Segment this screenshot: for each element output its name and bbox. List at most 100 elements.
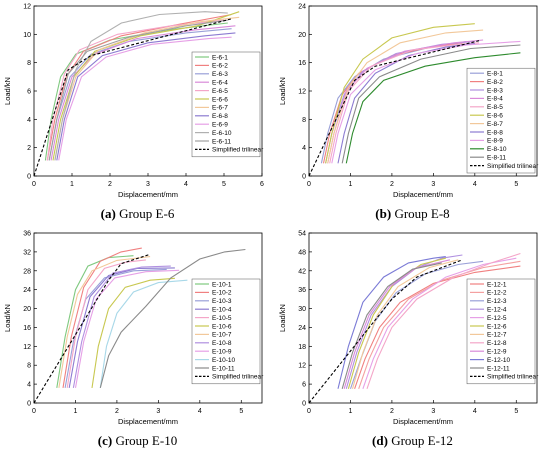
chart-e10: 0 1 2 3 4 504812162024283236Displacement/mmLo… xyxy=(3,231,264,427)
caption-e6: (a) Group E-6 xyxy=(0,206,275,222)
reference-line-simplified-trilinear xyxy=(308,40,480,177)
legend-label: E-8-1 xyxy=(487,71,503,78)
caption-text: Group E-10 xyxy=(112,433,178,448)
x-tick-label: 5 xyxy=(239,408,243,415)
legend-box xyxy=(466,278,536,385)
legend-box xyxy=(191,278,261,385)
x-tick-label: 2 xyxy=(390,181,394,188)
reference-line-simplified-trilinear xyxy=(33,253,151,404)
legend-label: E-6-9 xyxy=(212,122,228,129)
legend: E-6-1 E-6-2E-6-3 E-6-4E-6-5E-6-6 E-6-7E-6-8… xyxy=(191,51,264,158)
x-axis-label: Displacement/mm xyxy=(118,417,178,426)
caption-text: Group E-6 xyxy=(115,206,175,221)
series-line-e-10-3 xyxy=(64,268,167,388)
legend-label: E-6-11 xyxy=(212,138,231,145)
x-tick-label: 2 xyxy=(108,181,112,188)
y-tick-label: 16 xyxy=(23,325,31,332)
series-line-e-12-6 xyxy=(347,257,446,389)
legend: E-12-1 E-12-2E-12-3 E-12-4E-12-5E-12-6 E-12… xyxy=(466,278,539,385)
legend-label: E-12-7 xyxy=(487,332,507,339)
x-tick-label: 6 xyxy=(260,181,264,188)
x-tick-label: 0 xyxy=(32,408,36,415)
y-tick-label: 18 xyxy=(298,344,306,351)
y-tick-label: 36 xyxy=(298,287,306,294)
series-line-e-10-7 xyxy=(58,256,151,388)
legend-label: E-8-7 xyxy=(487,121,503,128)
y-tick-label: 12 xyxy=(298,89,306,96)
series-line-e-12-3 xyxy=(349,260,484,389)
y-axis-label: Load/kN xyxy=(278,77,287,105)
legend-label: E-6-10 xyxy=(212,130,232,137)
y-tick-label: 24 xyxy=(23,287,31,294)
legend-label: E-8-4 xyxy=(487,96,503,103)
y-tick-label: 12 xyxy=(23,344,31,351)
legend-label: E-10-5 xyxy=(212,315,232,322)
y-tick-label: 20 xyxy=(298,32,306,39)
legend-label: E-12-6 xyxy=(487,323,507,330)
legend-label: E-10-6 xyxy=(212,323,232,330)
chart-panel-e6: 0 1 2 3 4 5 6 0 2 4 6 8 10 12 Displacement/mm Load/kN E-… xyxy=(0,0,275,226)
series-line-e-6-11 xyxy=(48,19,228,161)
series-line-e-6-6 xyxy=(52,11,240,161)
x-tick-label: 3 xyxy=(146,181,150,188)
legend: E-10-1 E-10-2E-10-3 E-10-4E-10-5E-10-6 E-10… xyxy=(191,278,264,385)
series-line-e-8-5 xyxy=(329,42,480,164)
series-line-e-12-10 xyxy=(337,256,446,389)
series-line-e-6-10 xyxy=(54,11,228,161)
legend-label: E-6-6 xyxy=(212,96,228,103)
legend-label: Simplified trilinear xyxy=(212,374,264,381)
caption-e8: (b) Group E-8 xyxy=(275,206,550,222)
legend-label: E-10-8 xyxy=(212,340,232,347)
y-tick-label: 10 xyxy=(23,32,31,39)
caption-tag: (d) xyxy=(372,433,388,448)
y-tick-label: 0 xyxy=(27,174,31,181)
x-tick-label: 4 xyxy=(184,181,188,188)
series-line-e-8-7 xyxy=(327,29,484,164)
legend-label: Simplified trilinear xyxy=(487,163,539,170)
legend-label: E-12-10 xyxy=(487,357,511,364)
caption-text: Group E-12 xyxy=(387,433,453,448)
x-axis-label: Displacement/mm xyxy=(393,190,453,199)
legend-label: E-6-5 xyxy=(212,88,228,95)
y-axis-label: Load/kN xyxy=(3,77,12,105)
x-tick-label: 5 xyxy=(222,181,226,188)
legend-label: E-12-3 xyxy=(487,298,507,305)
series-line-e-10-1 xyxy=(56,255,134,388)
x-tick-label: 4 xyxy=(473,181,477,188)
legend-label: E-8-9 xyxy=(487,138,503,145)
x-tick-label: 0 xyxy=(32,181,36,188)
series-line-e-8-6 xyxy=(325,23,475,164)
plot-frame xyxy=(33,232,263,404)
series-line-e-8-8 xyxy=(337,42,475,164)
y-axis-label: Load/kN xyxy=(3,304,12,332)
legend-label: E-10-10 xyxy=(212,357,236,364)
y-tick-label: 54 xyxy=(298,231,306,238)
y-tick-label: 0 xyxy=(27,401,31,408)
plot-frame xyxy=(308,232,538,404)
series-line-e-6-2 xyxy=(46,13,232,161)
legend-label: E-8-5 xyxy=(487,104,503,111)
legend-label: E-10-1 xyxy=(212,281,232,288)
y-tick-label: 12 xyxy=(298,363,306,370)
legend-label: E-6-1 xyxy=(212,54,228,61)
x-tick-label: 3 xyxy=(431,181,435,188)
chart-e8: 0 1 2 3 4 504812162024Displacement/mmLoad/kNE… xyxy=(278,4,539,200)
legend-label: E-10-2 xyxy=(212,290,232,297)
legend-label: E-6-7 xyxy=(212,105,228,112)
series-line-e-6-9 xyxy=(58,36,232,161)
y-tick-label: 42 xyxy=(298,268,306,275)
caption-tag: (b) xyxy=(375,206,392,221)
legend-label: E-12-11 xyxy=(487,365,510,372)
caption-e12: (d) Group E-12 xyxy=(275,433,550,449)
y-tick-label: 4 xyxy=(302,145,306,152)
y-tick-label: 4 xyxy=(27,117,31,124)
series-line-e-8-9 xyxy=(331,40,521,164)
y-tick-label: 24 xyxy=(298,4,306,11)
chart-panel-e12: 0 1 2 3 4 5 0 6 12 18 24 30 36 42 48 54 Displacement/mm L… xyxy=(275,227,550,453)
x-tick-label: 2 xyxy=(115,408,119,415)
series-line-e-12-8 xyxy=(366,252,521,389)
y-tick-label: 2 xyxy=(27,145,31,152)
legend-label: E-10-7 xyxy=(212,332,232,339)
caption-tag: (a) xyxy=(100,206,116,221)
legend-label: E-12-5 xyxy=(487,315,507,322)
